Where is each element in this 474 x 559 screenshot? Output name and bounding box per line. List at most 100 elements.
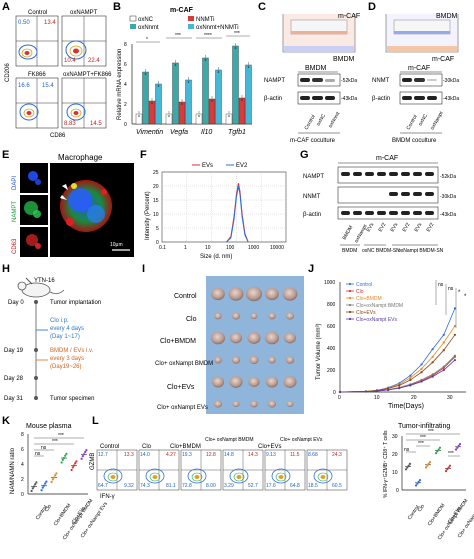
qpcr-gene-labels: Vimentin Vegfa Il10 Tgfb1 (136, 129, 246, 136)
tumor (249, 355, 259, 365)
blot-g-group-2: oxNC BMDM-SN (362, 248, 400, 254)
flow-plot-fk866: 16.6 15.4 (15, 77, 59, 129)
blot-c-row-actin: β-actin (264, 96, 282, 102)
tumor-row-1: Control (174, 293, 197, 300)
qpcr-point (241, 99, 243, 101)
blot-band (389, 211, 398, 215)
plasma-xlabels: Control Clo Clo+BMDM Clo+ oxNampt BMDM C… (35, 498, 110, 541)
growth-point (431, 373, 434, 376)
l-flow-density (236, 475, 242, 479)
l-q-5-tl: 9.13 (266, 452, 276, 458)
plasma-ytick-0: 0 (21, 492, 24, 498)
growth-xticks: 0 10 20 30 (338, 395, 453, 401)
tumor (228, 287, 244, 301)
qpcr-point (211, 100, 213, 102)
l-q-4-br: 52.7 (248, 483, 258, 489)
qpcr-yticks: 0 2 4 6 8 (124, 42, 127, 128)
blot-g-lane-7: EVs (414, 222, 424, 233)
tumor (285, 356, 295, 364)
til-point (404, 468, 408, 471)
schedule-event-2: every 4 days (50, 326, 84, 332)
qpcr-point (247, 66, 250, 68)
growth-ylabel: Tumor Volume (mm³) (316, 324, 322, 380)
plasma-point (61, 458, 64, 461)
qpcr-bar (142, 71, 149, 125)
l-flow-values: 12.7 13.3 64.7 9.32 14.0 4.27 74.3 81.1 … (98, 452, 342, 489)
growth-sig-1: ns (438, 282, 444, 288)
blot-band (401, 192, 410, 196)
nta-xtick-2: 1 (184, 245, 187, 251)
l-q-1-tr: 13.3 (124, 452, 134, 458)
blot-band (401, 172, 410, 176)
growth-significance: ns ns * * (435, 280, 467, 328)
growth-yticks: 0 200 400 600 800 1000 (324, 280, 336, 396)
tumor (214, 356, 222, 364)
til-significance: *** *** *** ns *** (404, 429, 460, 457)
schedule-day-0: Day 0 (8, 300, 24, 306)
blot-c-lane-3: oxNnmt (328, 111, 342, 129)
gene-vegfa: Vegfa (170, 129, 188, 136)
plasma-point (65, 452, 68, 455)
blot-band (365, 172, 374, 176)
blot-g-row-nnmt: NNMT (303, 194, 321, 200)
l-q-4-tl: 14.8 (224, 452, 234, 458)
l-q-2-tr: 4.27 (166, 452, 176, 458)
growth-point (442, 349, 445, 352)
growth-point (442, 333, 445, 336)
til-point (438, 446, 442, 449)
l-bar-title: Tumor-infiltrating (398, 423, 450, 430)
qpcr-bar (215, 69, 222, 125)
nta-xtick-6: 10000 (270, 245, 284, 251)
growth-plot (338, 307, 456, 394)
qpcr-bar (202, 57, 209, 125)
til-point (414, 484, 418, 487)
panel-letter-g: G (300, 149, 309, 161)
qpcr-point (187, 81, 190, 83)
tumor (248, 377, 260, 387)
flow-title-oxnampt: oxNAMPT (70, 10, 98, 16)
growth-point (453, 307, 456, 310)
tumor (265, 376, 279, 388)
nta-xtick-4: 100 (226, 245, 235, 251)
schedule-event-6: (Day19~26) (50, 364, 82, 370)
growth-point (442, 365, 445, 368)
qpcr-bar (185, 79, 192, 125)
qpcr-legend-oxnc: oxNC (138, 17, 154, 23)
blot-d-lane-2: oxNC (418, 113, 430, 127)
tumor (250, 312, 258, 320)
qpcr-bar (178, 101, 186, 125)
blot-band (389, 172, 398, 176)
til-point (456, 446, 459, 449)
gene-il10: Il10 (201, 129, 212, 136)
plasma-point (41, 486, 44, 489)
blot-c-title: BMDM (305, 65, 327, 72)
plasma-point (80, 457, 83, 460)
growth-point (431, 348, 434, 351)
tumor (283, 376, 297, 388)
qpcr-legend-combo: oxNnmt+NNMTi (196, 25, 239, 31)
panel-letter-a: A (2, 1, 10, 13)
growth-point (431, 375, 434, 378)
blot-g-lane-5: EVs (390, 222, 400, 233)
til-sig-2: *** (420, 435, 426, 441)
l-q-2-bl: 74.3 (140, 483, 150, 489)
qpcr-ytick-6: 6 (124, 62, 127, 68)
blot-g-lane-6: EV2 (402, 222, 412, 233)
l-flow-density (191, 472, 203, 482)
plasma-title: Mouse plasma (26, 423, 72, 430)
til-sig-4: ns (404, 447, 410, 453)
nta-legend-ev2: EV2 (236, 163, 248, 169)
l-q-4-tr: 14.3 (248, 452, 258, 458)
panel-i-tumor-photos: Control Clo Clo+BMDM Clo+ oxNampt BMDM C… (155, 276, 304, 414)
growth-xtick-20: 20 (411, 395, 417, 401)
til-point (427, 462, 430, 465)
flow-q-oxnampt-fk866-bl: 8.83 (64, 121, 76, 127)
qpcr-sig-2: *** (175, 33, 181, 39)
qpcr-ytick-2: 2 (124, 102, 127, 108)
schedule-event-4: BMDM / EVs i.v. (50, 348, 94, 354)
qpcr-sig-4: *** (234, 31, 240, 37)
plasma-point (31, 487, 34, 490)
gene-tgfb1: Tgfb1 (228, 129, 246, 136)
